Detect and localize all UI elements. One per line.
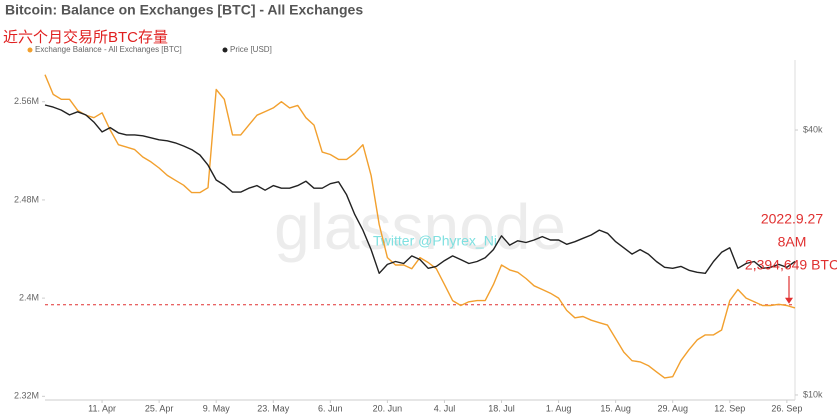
- x-tick-label: 25. Apr: [145, 403, 174, 413]
- annotation-text: 2,394,649 BTC: [745, 257, 837, 273]
- chart-subtitle: 近六个月交易所BTC存量: [3, 28, 168, 46]
- y-tick-label: 2.48M: [14, 194, 39, 204]
- x-tick-label: 20. Jun: [373, 403, 403, 413]
- x-tick-label: 9. May: [203, 403, 231, 413]
- annotation-text: 2022.9.27: [761, 211, 823, 227]
- series-line: [44, 74, 796, 379]
- chart-title: Bitcoin: Balance on Exchanges [BTC] - Al…: [5, 2, 363, 18]
- x-tick-label: 4. Jul: [434, 403, 456, 413]
- x-tick-label: 29. Aug: [657, 403, 688, 413]
- x-tick-label: 12. Sep: [714, 403, 745, 413]
- y2-tick-label: $40k: [803, 124, 823, 134]
- x-tick-label: 15. Aug: [600, 403, 631, 413]
- x-tick-label: 26. Sep: [771, 403, 802, 413]
- series-line: [44, 104, 796, 274]
- x-tick-label: 6. Jun: [318, 403, 343, 413]
- y-tick-label: 2.4M: [19, 292, 39, 302]
- annotation-arrowhead: [785, 297, 793, 304]
- legend-marker: [27, 47, 33, 53]
- y-tick-label: 2.56M: [14, 96, 39, 106]
- legend-label: Exchange Balance - All Exchanges [BTC]: [35, 45, 182, 54]
- legend-label: Price [USD]: [230, 45, 272, 54]
- x-tick-label: 11. Apr: [88, 403, 116, 413]
- annotation-text: 8AM: [778, 234, 807, 250]
- y-tick-label: 2.32M: [14, 391, 39, 401]
- legend-marker: [222, 47, 228, 53]
- watermark: Twitter @Phyrex_Ni: [373, 233, 497, 249]
- watermark: glassnode: [274, 191, 566, 263]
- x-tick-label: 18. Jul: [488, 403, 515, 413]
- x-tick-label: 23. May: [257, 403, 290, 413]
- x-tick-label: 1. Aug: [546, 403, 572, 413]
- y2-tick-label: $10k: [803, 389, 823, 399]
